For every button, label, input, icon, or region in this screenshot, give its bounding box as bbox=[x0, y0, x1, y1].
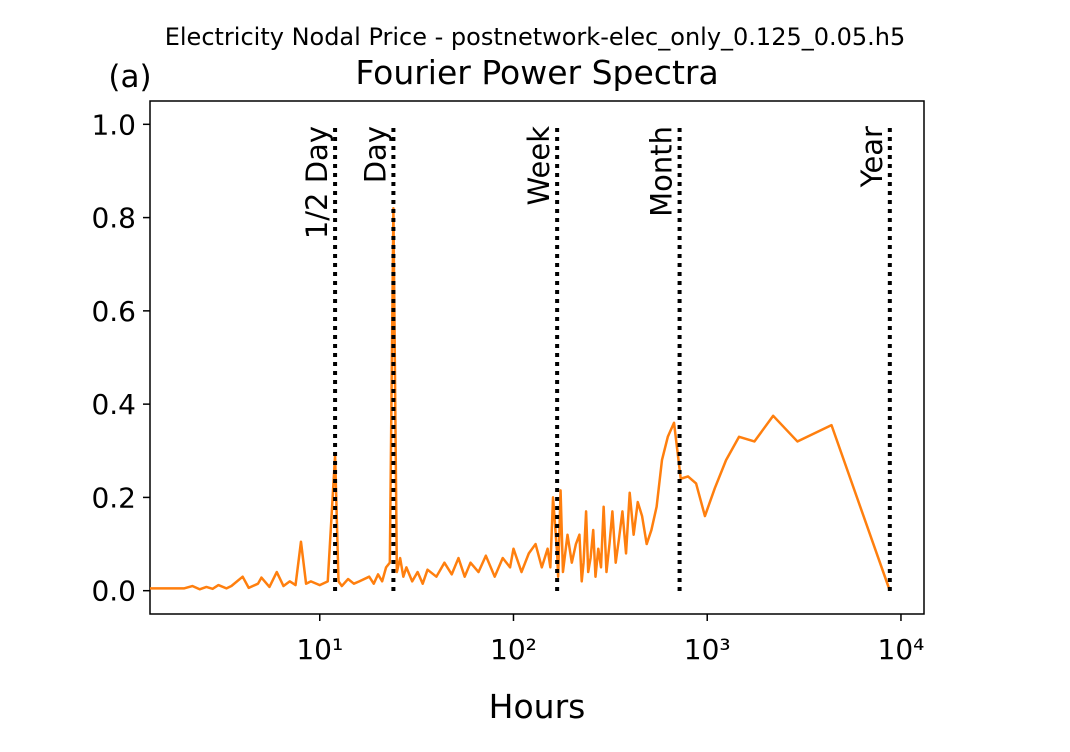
reference-label: Week bbox=[522, 126, 556, 206]
chart-title: Electricity Nodal Price - postnetwork-el… bbox=[165, 23, 906, 51]
x-tick-label: 10³ bbox=[684, 633, 731, 666]
data-line bbox=[150, 207, 891, 592]
chart-subtitle: Fourier Power Spectra bbox=[355, 53, 718, 92]
y-tick-label: 1.0 bbox=[91, 108, 136, 141]
reference-label: Month bbox=[645, 126, 679, 217]
y-tick-label: 0.8 bbox=[91, 202, 136, 235]
y-tick-label: 0.2 bbox=[91, 481, 136, 514]
reference-label: Year bbox=[855, 126, 889, 188]
x-tick-label: 10⁴ bbox=[878, 633, 925, 666]
plot-frame bbox=[149, 100, 925, 615]
plot-area bbox=[150, 207, 891, 592]
x-tick-label: 10¹ bbox=[296, 633, 343, 666]
y-tick-label: 0.4 bbox=[91, 388, 136, 421]
panel-label: (a) bbox=[108, 59, 151, 95]
x-axis-label: Hours bbox=[489, 687, 586, 726]
y-tick-label: 0.6 bbox=[91, 295, 136, 328]
y-tick-label: 0.0 bbox=[91, 575, 136, 608]
x-tick-label: 10² bbox=[490, 633, 537, 666]
reference-label: Day bbox=[358, 126, 392, 183]
reference-label: 1/2 Day bbox=[300, 126, 334, 239]
